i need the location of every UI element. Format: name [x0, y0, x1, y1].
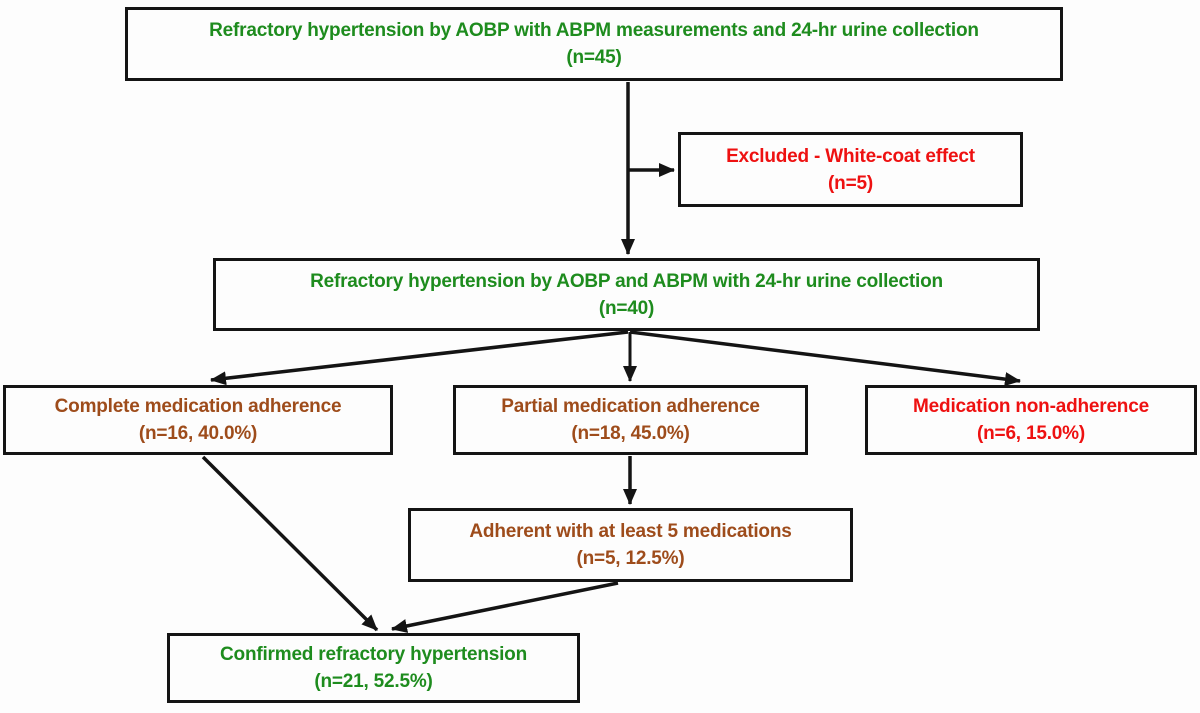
node-confirmed-refractory: Confirmed refractory hypertension (n=21,… — [167, 633, 580, 703]
node-complete-adherence: Complete medication adherence (n=16, 40.… — [3, 385, 393, 455]
node-confirmed-refractory-label: Confirmed refractory hypertension — [220, 644, 527, 665]
node-excluded-label: Excluded - White-coat effect — [726, 145, 975, 167]
node-complete-adherence-count: (n=16, 40.0%) — [138, 423, 258, 444]
node-partial-adherence-label: Partial medication adherence — [501, 396, 760, 417]
arrow-complete-to-confirmed — [201, 455, 379, 632]
node-refractory-n40: Refractory hypertension by AOBP and ABPM… — [213, 258, 1040, 331]
node-complete-adherence-label: Complete medication adherence — [54, 396, 342, 417]
node-refractory-n40-label: Refractory hypertension by AOBP and ABPM… — [310, 270, 943, 292]
node-partial-adherence: Partial medication adherence (n=18, 45.0… — [453, 385, 808, 455]
node-non-adherence-count: (n=6, 15.0%) — [977, 423, 1085, 444]
arrow-adherent-to-confirmed — [391, 581, 619, 633]
node-refractory-n45: Refractory hypertension by AOBP with ABP… — [125, 7, 1063, 81]
node-excluded-white-coat: Excluded - White-coat effect (n=5) — [678, 132, 1023, 207]
node-refractory-n45-label: Refractory hypertension by AOBP with ABP… — [209, 20, 979, 41]
node-non-adherence-label: Medication non-adherence — [913, 396, 1149, 417]
arrow-second-to-nonadherence — [629, 330, 1021, 387]
node-adherent-5-medications-count: (n=5, 12.5%) — [576, 548, 685, 569]
node-refractory-n40-count: (n=40) — [598, 297, 655, 319]
node-partial-adherence-count: (n=18, 45.0%) — [571, 423, 690, 444]
node-confirmed-refractory-count: (n=21, 52.5%) — [314, 671, 433, 692]
arrow-second-to-complete — [210, 330, 629, 386]
node-refractory-n45-count: (n=45) — [566, 47, 622, 68]
node-adherent-5-medications: Adherent with at least 5 medications (n=… — [408, 508, 853, 582]
node-non-adherence: Medication non-adherence (n=6, 15.0%) — [865, 385, 1197, 455]
node-adherent-5-medications-label: Adherent with at least 5 medications — [469, 521, 792, 542]
node-excluded-count: (n=5) — [828, 172, 873, 194]
